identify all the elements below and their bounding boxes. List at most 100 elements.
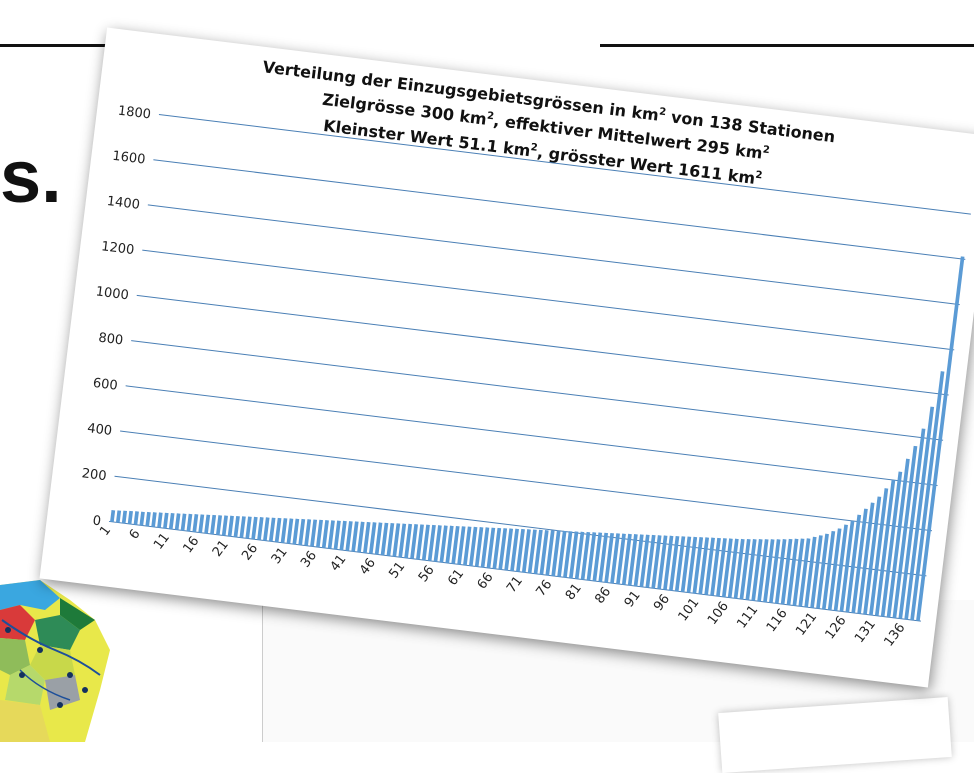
- bar: [804, 536, 817, 608]
- bar: [539, 529, 549, 575]
- x-tick-label: 41: [328, 552, 350, 574]
- bar: [698, 537, 710, 595]
- bar: [215, 515, 223, 536]
- x-tick-label: 116: [764, 606, 791, 635]
- bar: [221, 515, 228, 536]
- bar: [516, 528, 525, 572]
- bar: [345, 521, 353, 551]
- bar: [851, 508, 868, 614]
- bar: [810, 535, 823, 608]
- bar: [533, 529, 543, 575]
- bar: [727, 538, 739, 598]
- bar: [474, 527, 484, 567]
- bar: [763, 539, 775, 603]
- map-thumbnail-image: [0, 580, 120, 742]
- bar: [910, 371, 945, 621]
- slide-top-rule-left: [0, 44, 110, 47]
- x-tick-label: 1: [97, 523, 114, 539]
- bar: [210, 514, 217, 535]
- y-tick-label: 200: [81, 466, 107, 484]
- bar: [263, 517, 270, 541]
- bar: [680, 536, 692, 593]
- bar: [874, 479, 896, 616]
- x-tick-label: 66: [475, 570, 497, 592]
- bar: [586, 532, 597, 581]
- bar: [574, 531, 585, 580]
- bar: [310, 519, 318, 547]
- bar: [157, 512, 163, 528]
- bar: [416, 524, 424, 560]
- y-tick-label: 600: [92, 376, 118, 394]
- bar: [333, 520, 341, 550]
- bar: [145, 511, 151, 527]
- bar: [316, 519, 323, 548]
- bar: [245, 516, 252, 539]
- bar: [869, 488, 889, 616]
- bar: [427, 524, 436, 562]
- bar: [127, 510, 133, 525]
- bar: [192, 514, 199, 533]
- y-tick-label: 1400: [106, 194, 141, 213]
- bar: [745, 539, 757, 601]
- x-tick-label: 51: [386, 559, 408, 581]
- gridline: [125, 385, 938, 486]
- bar: [357, 521, 365, 553]
- slide-top-rule-right: [600, 44, 974, 47]
- y-tick-label: 1200: [100, 239, 135, 258]
- bar: [386, 522, 395, 556]
- x-tick-label: 131: [852, 617, 879, 646]
- bar: [857, 502, 875, 614]
- bar: [774, 538, 787, 604]
- bar: [733, 538, 745, 599]
- bar: [821, 530, 836, 610]
- bar: [769, 539, 781, 603]
- bar: [174, 513, 181, 530]
- bar: [163, 512, 169, 529]
- bar: [757, 539, 769, 602]
- bar: [439, 525, 448, 563]
- y-tick-label: 800: [98, 331, 124, 349]
- x-tick-label: 36: [298, 548, 320, 570]
- bar: [657, 535, 668, 590]
- bar: [274, 517, 282, 543]
- bar: [669, 535, 680, 591]
- bar: [592, 532, 603, 582]
- y-tick-label: 1800: [117, 104, 152, 123]
- bar: [198, 514, 205, 533]
- bar: [780, 538, 793, 605]
- bar: [498, 528, 508, 570]
- x-tick-label: 26: [239, 541, 261, 563]
- bar: [268, 517, 276, 542]
- gridline: [136, 294, 949, 396]
- bar: [551, 530, 561, 577]
- bar: [492, 527, 502, 569]
- gridline: [153, 159, 966, 260]
- bar: [463, 526, 472, 566]
- bar: [833, 524, 848, 611]
- bar: [816, 533, 829, 609]
- bar: [633, 534, 644, 587]
- x-tick-label: 11: [151, 530, 173, 552]
- bar: [292, 518, 300, 545]
- bar: [580, 531, 591, 580]
- bar: [639, 534, 650, 588]
- x-tick-label: 46: [357, 556, 379, 578]
- bar: [663, 535, 674, 590]
- bar: [392, 523, 401, 557]
- bar: [704, 537, 715, 595]
- y-tick-label: 1000: [95, 284, 130, 303]
- bar: [721, 538, 733, 598]
- bar: [827, 528, 842, 611]
- bar: [621, 533, 632, 585]
- bar: [445, 525, 454, 564]
- bar: [686, 536, 698, 593]
- bar: [451, 525, 460, 564]
- gridline: [142, 249, 955, 351]
- bar: [563, 531, 573, 578]
- x-tick-label: 121: [793, 610, 820, 639]
- bar: [486, 527, 496, 569]
- bar: [527, 529, 537, 574]
- bar: [839, 520, 855, 612]
- bar: [286, 518, 294, 544]
